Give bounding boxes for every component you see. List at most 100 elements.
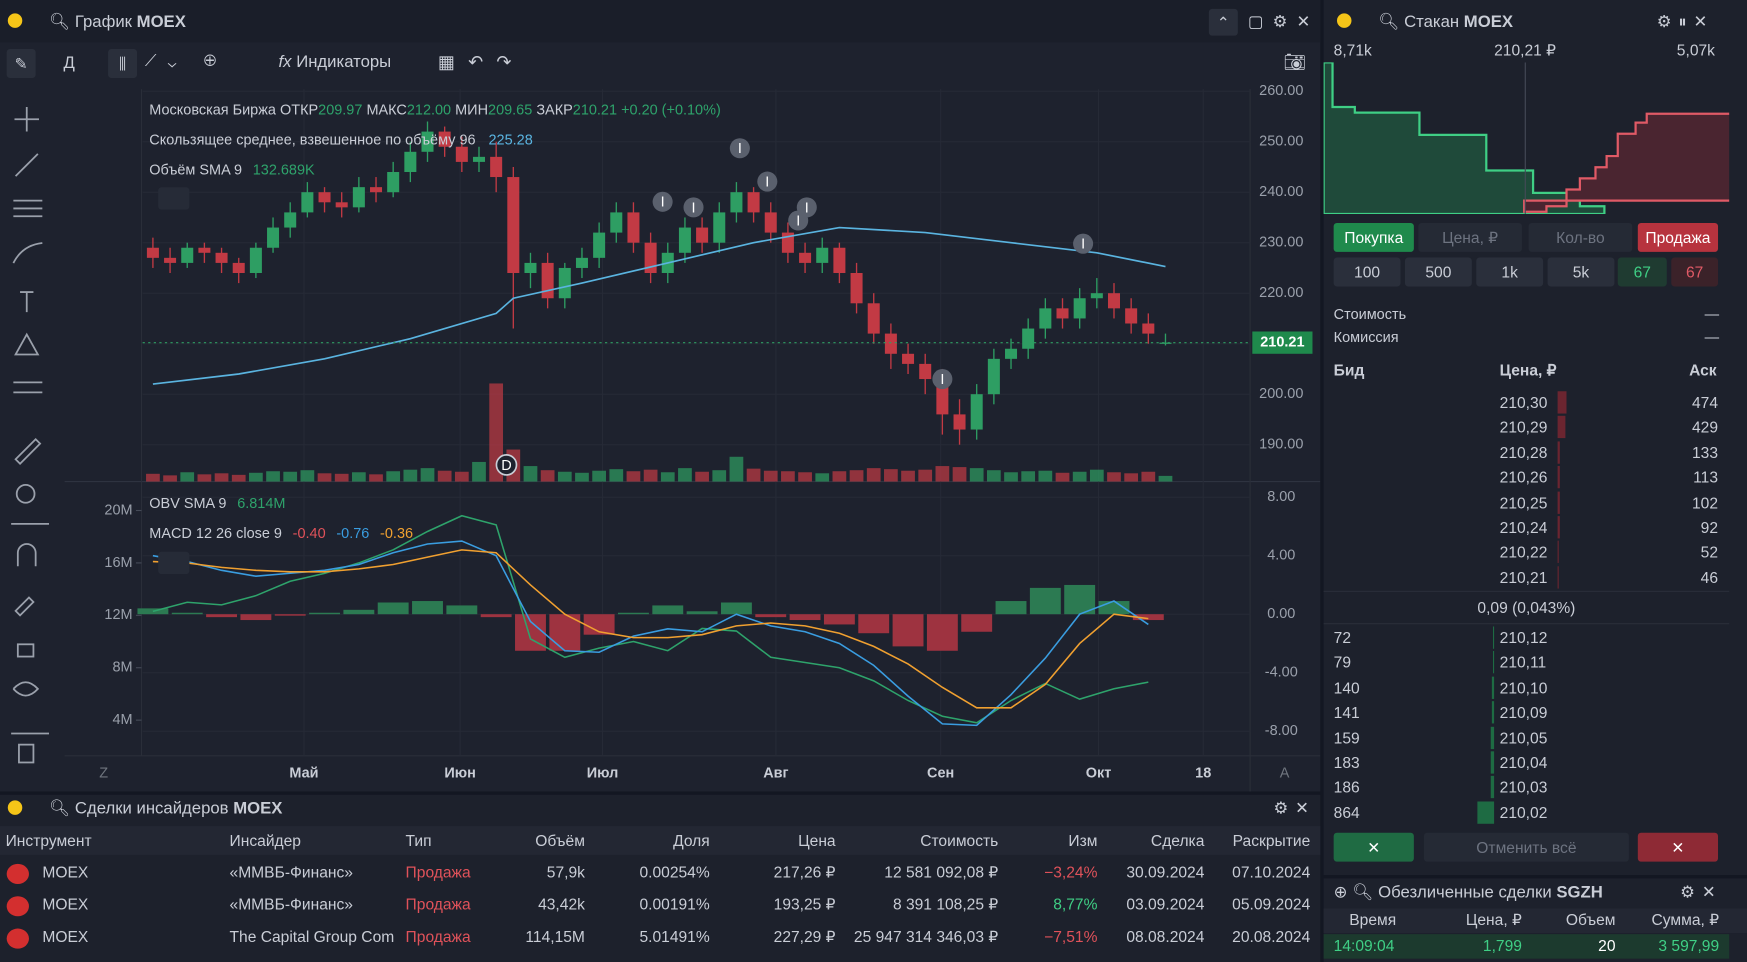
bid-qty[interactable]: 72 xyxy=(1333,628,1352,647)
volume-bar xyxy=(437,470,452,482)
title-text: Стакан xyxy=(1404,12,1460,32)
period-button[interactable]: Д xyxy=(63,53,75,73)
legend-value: 132.689K xyxy=(253,162,315,178)
chart-svg: Z A 190.00200.00210.00220.00230.00240.00… xyxy=(11,83,1321,792)
column-header: Сумма, ₽ xyxy=(1651,910,1720,929)
event-marker[interactable]: I xyxy=(757,171,778,192)
cost-label: Стоимость xyxy=(1333,305,1407,323)
auto-button[interactable]: A xyxy=(1280,765,1290,781)
link-dot[interactable] xyxy=(1336,13,1352,28)
legend-name: Скользящее среднее, взвешенное по объёму… xyxy=(149,132,475,148)
marker-label: D xyxy=(501,458,511,474)
layout-undo-redo[interactable]: ▦↶↷ xyxy=(437,53,525,73)
macd-histogram-bar xyxy=(755,614,787,618)
quick-qty-button[interactable]: 100 xyxy=(1333,257,1401,287)
candle-body xyxy=(1073,298,1086,319)
table-cell: 8 391 108,25 ₽ xyxy=(892,895,999,913)
macd-histogram-bar xyxy=(995,601,1027,615)
window-buttons[interactable]: ⚙✕ xyxy=(1273,799,1316,819)
link-dot[interactable] xyxy=(7,800,23,815)
table-cell: 12 581 092,08 ₽ xyxy=(884,862,999,881)
header-ask: Аск xyxy=(1689,361,1717,380)
bid-qty[interactable]: 186 xyxy=(1333,778,1360,797)
x-tick-label: Май xyxy=(289,765,318,781)
volume-bar xyxy=(540,470,555,482)
cancel-bids[interactable]: ✕ xyxy=(1333,832,1414,862)
column-header: Инструмент xyxy=(5,831,92,850)
event-marker[interactable]: I xyxy=(1073,233,1094,254)
event-marker[interactable]: D xyxy=(495,454,518,476)
link-dot[interactable] xyxy=(7,13,23,28)
indicators-button[interactable]: fx Индикаторы xyxy=(278,52,392,72)
sell-count[interactable]: 67 xyxy=(1671,257,1719,287)
chart-title[interactable]: 🔍︎ График MOEX xyxy=(49,12,186,32)
table-cell: 30.09.2024 xyxy=(1126,862,1205,881)
ask-qty[interactable]: 133 xyxy=(1692,443,1719,462)
ask-qty[interactable]: 52 xyxy=(1700,543,1719,562)
cancel-all[interactable]: Отменить всё xyxy=(1423,832,1629,862)
bid-price: 210,02 xyxy=(1499,803,1548,822)
volume-bar xyxy=(557,471,572,482)
ask-qty[interactable]: 113 xyxy=(1693,468,1719,487)
buy-tab[interactable]: Покупка xyxy=(1333,222,1414,252)
event-marker[interactable]: I xyxy=(788,210,809,231)
qty-input[interactable]: Кол-во xyxy=(1528,222,1633,252)
cancel-asks[interactable]: ✕ xyxy=(1637,832,1719,862)
instrument-icon xyxy=(6,896,29,917)
quick-qty-button[interactable]: 1k xyxy=(1476,257,1544,287)
ask-qty[interactable]: 429 xyxy=(1692,418,1719,437)
buy-count[interactable]: 67 xyxy=(1617,257,1667,287)
ask-qty[interactable]: 92 xyxy=(1700,518,1719,537)
bid-qty[interactable]: 159 xyxy=(1333,728,1360,747)
last-price-label: 210.21 xyxy=(1260,334,1304,350)
price-input[interactable]: Цена, ₽ xyxy=(1418,222,1522,252)
ask-qty[interactable]: 46 xyxy=(1700,568,1719,587)
y-tick-label: 8M xyxy=(112,660,132,676)
macd-histogram-bar xyxy=(583,614,615,635)
window-buttons[interactable]: ▢⚙✕ xyxy=(1247,12,1320,32)
bid-qty[interactable]: 140 xyxy=(1333,678,1360,697)
zoom-button[interactable]: Z xyxy=(99,765,108,781)
event-marker[interactable]: I xyxy=(652,191,673,212)
quick-qty-button[interactable]: 500 xyxy=(1404,257,1472,287)
bid-price: 210,04 xyxy=(1499,753,1548,772)
bid-qty[interactable]: 864 xyxy=(1333,803,1360,822)
collapse-legend[interactable] xyxy=(158,551,190,575)
draw-button[interactable]: ✎ xyxy=(6,49,36,79)
screenshot-button[interactable]: 📷︎ xyxy=(1283,53,1307,73)
candle-body xyxy=(558,267,571,299)
drawing-tools[interactable] xyxy=(11,107,50,764)
collapse-button[interactable]: ⌃ xyxy=(1208,8,1238,36)
window-buttons[interactable]: ⚙⏸✕ xyxy=(1656,12,1715,32)
candle-body xyxy=(902,353,915,364)
candle-body xyxy=(1039,308,1052,329)
candle-body xyxy=(575,257,588,268)
candles-button[interactable]: ⫼ xyxy=(108,49,138,79)
sell-tab[interactable]: Продажа xyxy=(1637,222,1719,252)
collapse-legend[interactable] xyxy=(158,187,190,210)
chart-header xyxy=(0,0,1321,43)
candle-body xyxy=(627,212,640,243)
ask-qty[interactable]: 474 xyxy=(1692,393,1719,412)
candle-body xyxy=(1022,328,1035,349)
event-marker[interactable]: I xyxy=(729,138,750,159)
quick-qty-button[interactable]: 5k xyxy=(1547,257,1615,287)
window-buttons[interactable]: ⚙✕ xyxy=(1680,882,1723,902)
table-cell: 217,26 ₽ xyxy=(773,862,836,881)
ticker: MOEX xyxy=(1463,12,1514,32)
volume-bar xyxy=(1004,472,1018,482)
bid-qty[interactable]: 183 xyxy=(1333,753,1360,772)
bid-qty[interactable]: 141 xyxy=(1333,703,1360,722)
volume-bar xyxy=(214,473,229,482)
marker-label: I xyxy=(738,141,742,157)
ask-price: 210,24 xyxy=(1499,518,1548,537)
event-marker[interactable]: I xyxy=(932,369,953,390)
depth-chart xyxy=(1323,62,1730,215)
macd-histogram-bar xyxy=(446,605,478,615)
event-marker[interactable]: I xyxy=(683,197,704,218)
bid-qty[interactable]: 79 xyxy=(1333,653,1352,672)
ask-qty[interactable]: 102 xyxy=(1692,493,1719,512)
y-tick-label: 190.00 xyxy=(1259,437,1303,453)
chart-type-buttons[interactable]: ⟋⌄ ⊕ xyxy=(144,51,228,71)
header-price: Цена, ₽ xyxy=(1499,361,1557,380)
